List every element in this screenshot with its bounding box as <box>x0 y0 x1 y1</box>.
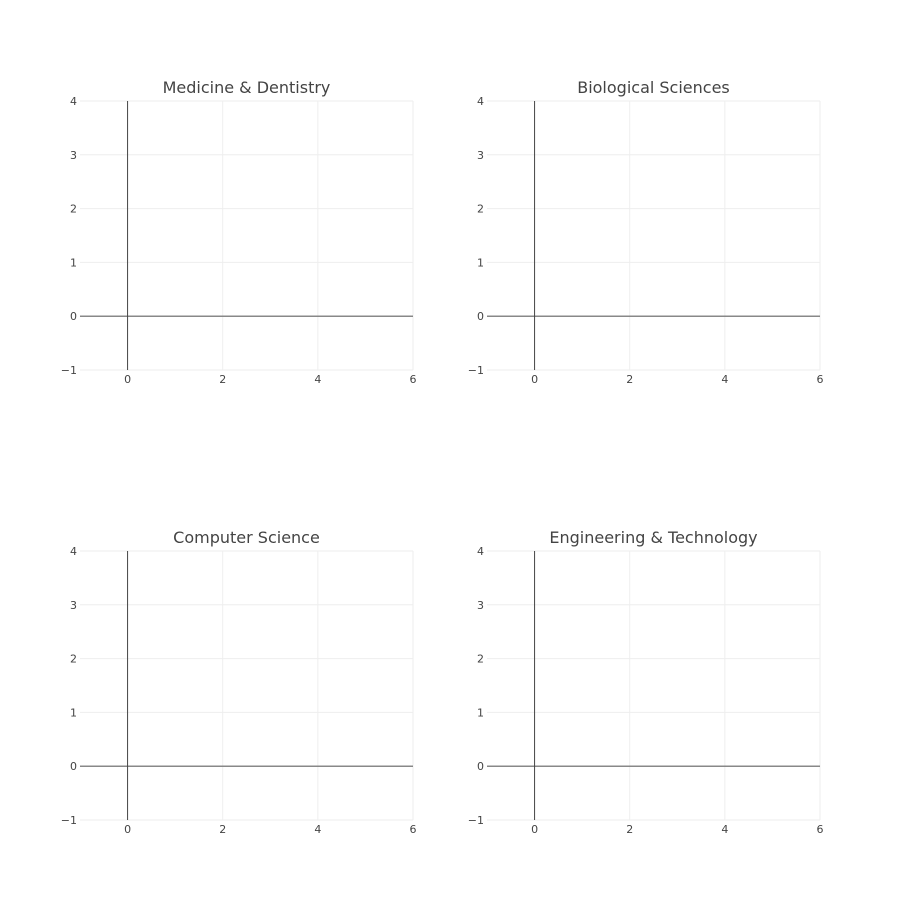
tick-labels: 0 2 4 6 −1 0 1 2 3 4 <box>61 95 417 386</box>
y-tick-label: 3 <box>477 599 484 612</box>
subplot-title: Computer Science <box>173 528 320 547</box>
x-tick-label: 2 <box>219 373 226 386</box>
y-tick-label: 1 <box>70 256 77 269</box>
y-tick-label: 2 <box>70 203 77 216</box>
y-tick-label: −1 <box>61 814 77 827</box>
x-tick-label: 0 <box>531 823 538 836</box>
y-tick-label: −1 <box>468 814 484 827</box>
gridlines <box>487 100 821 371</box>
gridlines <box>487 550 821 821</box>
x-tick-label: 4 <box>314 373 321 386</box>
subplot-computer-science: Computer Science 0 2 4 6 −1 0 1 2 3 4 <box>61 528 417 836</box>
y-tick-label: 4 <box>477 95 484 108</box>
subplot-title: Engineering & Technology <box>549 528 757 547</box>
tick-labels: 0 2 4 6 −1 0 1 2 3 4 <box>61 545 417 836</box>
subplot-biological-sciences: Biological Sciences 0 2 4 6 −1 0 1 2 3 4 <box>468 78 824 386</box>
x-tick-label: 6 <box>817 373 824 386</box>
y-tick-label: 1 <box>477 256 484 269</box>
y-tick-label: 0 <box>477 760 484 773</box>
tick-labels: 0 2 4 6 −1 0 1 2 3 4 <box>468 95 824 386</box>
x-tick-label: 0 <box>124 823 131 836</box>
y-tick-label: 2 <box>70 653 77 666</box>
y-tick-label: 4 <box>477 545 484 558</box>
subplot-engineering-technology: Engineering & Technology 0 2 4 6 −1 0 1 2 3 4 <box>468 528 824 836</box>
x-tick-label: 6 <box>410 823 417 836</box>
y-tick-label: 0 <box>70 310 77 323</box>
x-tick-label: 2 <box>626 823 633 836</box>
subplot-medicine-dentistry: Medicine & Dentistry 0 2 4 6 −1 0 1 2 3 4 <box>61 78 417 386</box>
x-tick-label: 4 <box>721 373 728 386</box>
x-tick-label: 6 <box>410 373 417 386</box>
gridlines <box>80 100 414 371</box>
x-tick-label: 0 <box>531 373 538 386</box>
x-tick-label: 4 <box>721 823 728 836</box>
y-tick-label: 3 <box>70 149 77 162</box>
y-tick-label: −1 <box>468 364 484 377</box>
y-tick-label: 1 <box>70 706 77 719</box>
tick-labels: 0 2 4 6 −1 0 1 2 3 4 <box>468 545 824 836</box>
x-tick-label: 2 <box>626 373 633 386</box>
y-tick-label: 4 <box>70 95 77 108</box>
y-tick-label: 2 <box>477 653 484 666</box>
x-tick-label: 2 <box>219 823 226 836</box>
y-tick-label: −1 <box>61 364 77 377</box>
y-tick-label: 2 <box>477 203 484 216</box>
x-tick-label: 4 <box>314 823 321 836</box>
subplot-title: Medicine & Dentistry <box>163 78 331 97</box>
gridlines <box>80 550 414 821</box>
y-tick-label: 3 <box>477 149 484 162</box>
y-tick-label: 3 <box>70 599 77 612</box>
y-tick-label: 0 <box>70 760 77 773</box>
y-tick-label: 4 <box>70 545 77 558</box>
y-tick-label: 1 <box>477 706 484 719</box>
x-tick-label: 6 <box>817 823 824 836</box>
y-tick-label: 0 <box>477 310 484 323</box>
x-tick-label: 0 <box>124 373 131 386</box>
subplot-title: Biological Sciences <box>577 78 730 97</box>
